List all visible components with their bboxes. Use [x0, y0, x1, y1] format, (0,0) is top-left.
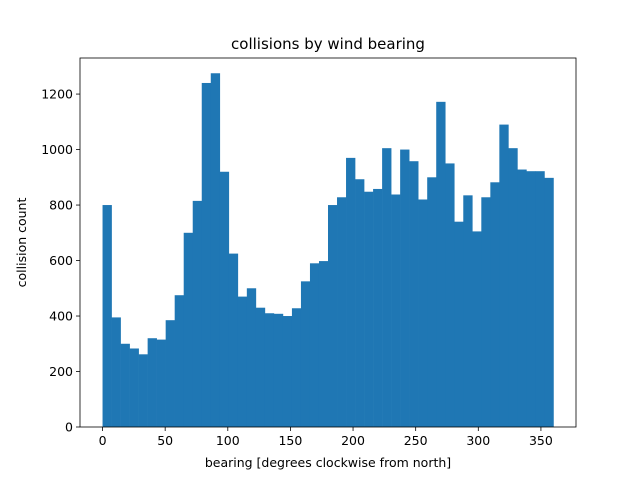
histogram-bar — [111, 317, 121, 427]
x-tick-label: 200 — [341, 433, 365, 448]
y-tick-label: 1000 — [41, 142, 73, 157]
x-tick-label: 300 — [466, 433, 490, 448]
histogram-bar — [391, 194, 401, 427]
histogram-bar — [454, 221, 464, 427]
histogram-bar — [436, 101, 446, 427]
histogram-bar — [156, 339, 166, 427]
x-axis-label: bearing [degrees clockwise from north] — [205, 455, 451, 470]
histogram-bar — [120, 343, 130, 427]
histogram-bar — [228, 253, 239, 427]
histogram-bar — [138, 354, 148, 427]
histogram-bar — [264, 313, 275, 427]
histogram-bar — [499, 124, 509, 428]
histogram-bar — [517, 169, 527, 427]
histogram-bar — [328, 205, 338, 427]
histogram-bar — [192, 200, 203, 427]
histogram-bar — [318, 261, 329, 427]
histogram-bar — [210, 73, 221, 427]
bars-group — [102, 73, 554, 428]
histogram-bar — [246, 288, 257, 427]
histogram-bar — [508, 148, 518, 427]
histogram-bar — [364, 191, 374, 427]
histogram-bar — [490, 182, 500, 427]
histogram-bar — [165, 320, 175, 427]
histogram-bar — [463, 195, 473, 427]
histogram-bar — [273, 313, 284, 427]
y-tick-label: 400 — [49, 309, 73, 324]
histogram-bar — [535, 171, 545, 427]
histogram-bar — [282, 316, 293, 427]
y-axis-label: collision count — [14, 198, 29, 288]
x-tick-label: 350 — [529, 433, 553, 448]
y-tick-label: 1200 — [41, 87, 73, 102]
histogram-bar — [300, 281, 311, 427]
y-tick-label: 800 — [49, 198, 73, 213]
histogram-bar — [472, 231, 482, 427]
histogram-bar — [409, 161, 419, 427]
histogram-bar — [183, 232, 194, 427]
histogram-bar — [219, 171, 230, 427]
histogram-bar — [373, 188, 383, 427]
y-axis-ticks: 0 200 400 600 800 1000 1200 — [41, 87, 80, 435]
x-axis-ticks: 0 50 100 150 200 250 300 350 — [99, 427, 553, 448]
histogram-bar — [255, 307, 266, 427]
histogram-bar — [526, 171, 536, 427]
chart-title: collisions by wind bearing — [231, 35, 425, 53]
histogram-bar — [291, 308, 302, 427]
plot-frame — [79, 57, 577, 428]
x-tick-label: 50 — [157, 433, 173, 448]
histogram-bar — [102, 205, 112, 427]
histogram-bar — [337, 197, 347, 427]
histogram-bar — [427, 177, 437, 427]
histogram-bar — [544, 177, 554, 427]
histogram-bar — [129, 348, 139, 427]
x-tick-label: 100 — [216, 433, 240, 448]
x-tick-label: 0 — [99, 433, 107, 448]
histogram-bar — [237, 296, 248, 427]
x-tick-label: 250 — [404, 433, 428, 448]
histogram-bar — [147, 338, 157, 427]
histogram-bar — [382, 148, 392, 427]
histogram-bar — [481, 197, 491, 427]
histogram-bar — [346, 157, 356, 427]
histogram-bar — [418, 199, 428, 427]
histogram-bar — [400, 149, 410, 427]
histogram-bar — [355, 179, 365, 427]
y-tick-label: 600 — [49, 253, 73, 268]
histogram-bar — [174, 295, 185, 427]
histogram-bar — [445, 163, 455, 427]
y-tick-label: 0 — [65, 420, 73, 435]
y-tick-label: 200 — [49, 364, 73, 379]
histogram-bar — [201, 82, 212, 428]
x-tick-label: 150 — [278, 433, 302, 448]
histogram-bar — [309, 263, 320, 427]
